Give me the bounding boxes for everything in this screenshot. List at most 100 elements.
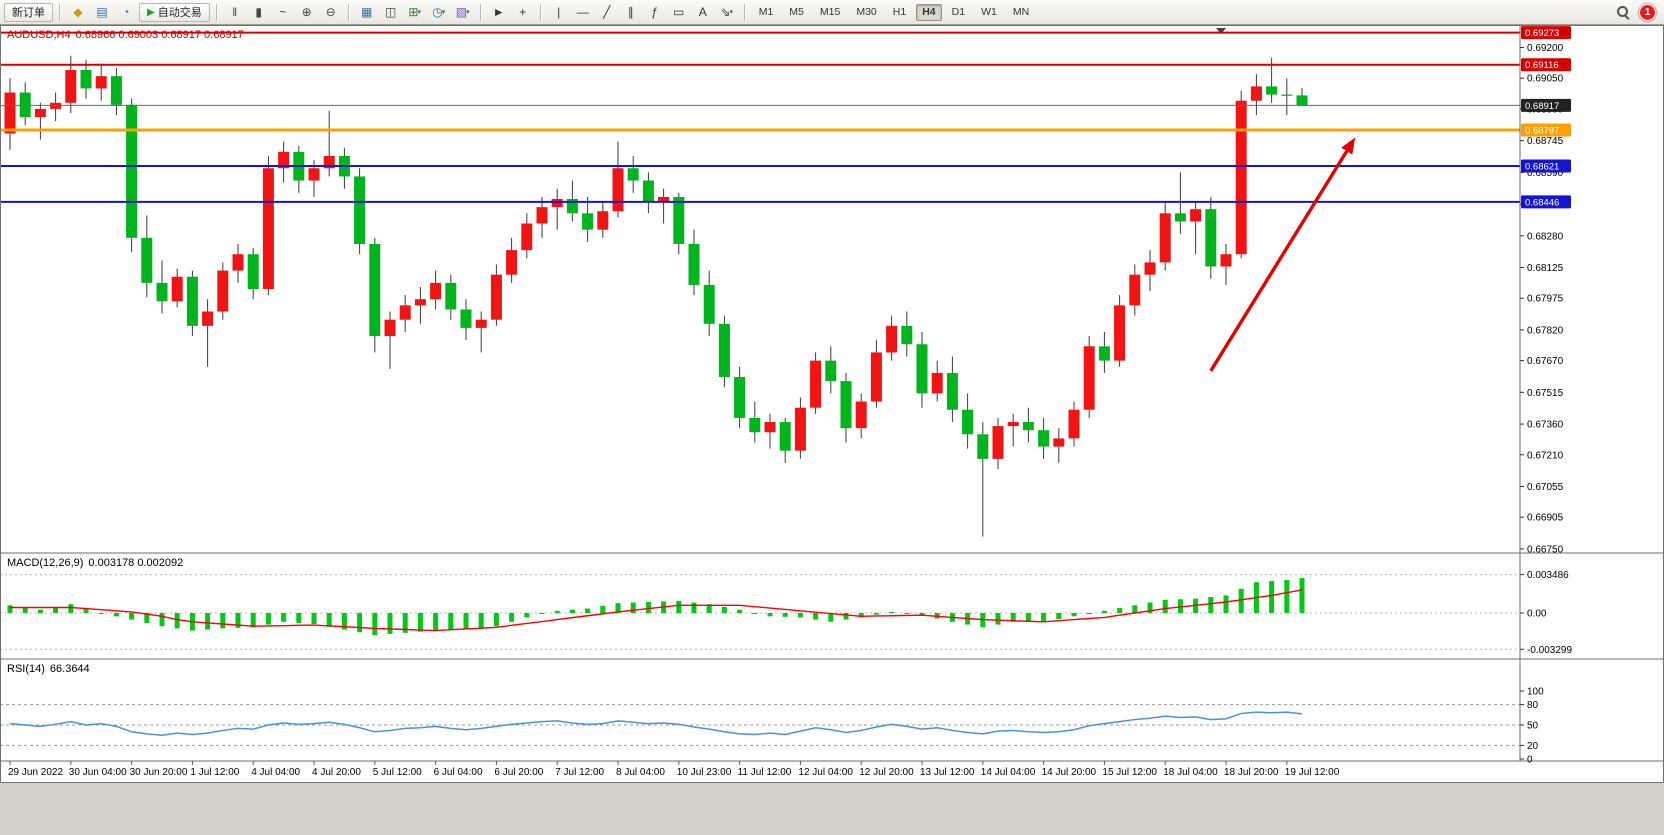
horizontal-lines	[0, 31, 1520, 203]
price-axis[interactable]: 0.692000.690500.689000.687450.685900.684…	[1520, 43, 1564, 555]
svg-text:0.67670: 0.67670	[1527, 356, 1564, 367]
rsi-name: RSI(14)	[7, 663, 45, 675]
svg-text:14 Jul 20:00: 14 Jul 20:00	[1042, 767, 1097, 778]
macd-label: MACD(12,26,9) 0.003178 0.002092	[7, 557, 188, 569]
svg-text:0.68446: 0.68446	[1525, 197, 1559, 208]
timeframe-button-m30[interactable]: M30	[850, 4, 882, 21]
svg-text:0.67515: 0.67515	[1527, 388, 1564, 399]
svg-text:7 Jul 12:00: 7 Jul 12:00	[555, 767, 604, 778]
macd-signal-line	[10, 589, 1303, 632]
svg-text:5 Jul 12:00: 5 Jul 12:00	[373, 767, 422, 778]
new-chart-icon[interactable]: ⊞ ▾	[408, 5, 421, 19]
svg-text:0.68621: 0.68621	[1525, 162, 1559, 173]
timeframe-button-mn[interactable]: MN	[1007, 4, 1035, 21]
period-icon[interactable]: ◷ ▾	[432, 5, 446, 19]
svg-text:0.69200: 0.69200	[1527, 43, 1564, 54]
svg-text:12 Jul 04:00: 12 Jul 04:00	[798, 767, 853, 778]
toolbar-items: 新订单 ◆ ▤ ◔ ▶ 自动交易 ‖ ▮ ~ ⊕ ⊖ ▦ ◫ ⊞ ▾ ◷ ▾ ▧ ▾ ► + | — ╱ ∥ ƒ ▭ A ⇘ ▾ M1 M5 M…	[4, 2, 1036, 23]
shapes-icon[interactable]: ▭	[673, 5, 685, 19]
resistance-line-1-badge	[1521, 26, 1571, 40]
svg-text:0.68125: 0.68125	[1527, 263, 1564, 274]
template-icon[interactable]: ▧ ▾	[455, 5, 470, 19]
svg-text:0.68797: 0.68797	[1525, 125, 1559, 136]
support-line-blue-1-badge	[1521, 159, 1571, 173]
autotrading-icon: ▶	[147, 6, 155, 18]
chart-window: 0.692000.690500.689000.687450.685900.684…	[0, 25, 1664, 783]
svg-text:4 Jul 04:00: 4 Jul 04:00	[251, 767, 300, 778]
horizontal-line-icon[interactable]: —	[576, 5, 589, 19]
svg-text:0.69273: 0.69273	[1525, 28, 1559, 39]
autotrading-button-label: 自动交易	[157, 7, 202, 19]
svg-text:1 Jul 12:00: 1 Jul 12:00	[190, 767, 239, 778]
svg-text:15 Jul 12:00: 15 Jul 12:00	[1102, 767, 1157, 778]
timeframe-button-h1[interactable]: H1	[887, 4, 912, 21]
svg-text:4 Jul 20:00: 4 Jul 20:00	[312, 767, 361, 778]
bar-chart-icon[interactable]: ‖	[232, 5, 238, 19]
market-watch-icon[interactable]: ◆	[73, 5, 83, 19]
svg-text:20: 20	[1527, 741, 1539, 752]
vertical-line-icon[interactable]: |	[557, 5, 561, 19]
trend-arrow[interactable]	[1209, 137, 1356, 372]
crosshair-icon[interactable]: +	[519, 5, 527, 19]
cursor-icon[interactable]: ►	[492, 5, 505, 19]
arrows-icon-caret: ▾	[729, 9, 733, 16]
svg-text:6 Jul 04:00: 6 Jul 04:00	[434, 767, 483, 778]
price-axis-background	[1521, 25, 1664, 761]
toolbar-right: 1	[1615, 3, 1660, 21]
autotrading-button[interactable]: ▶ 自动交易	[139, 2, 210, 22]
rsi-pane	[0, 704, 1520, 746]
rsi-line	[9, 711, 1303, 736]
svg-text:0.69116: 0.69116	[1525, 60, 1559, 71]
new-chart-icon-caret: ▾	[417, 9, 421, 16]
chart-shift-marker[interactable]	[1216, 28, 1226, 34]
svg-text:29 Jun 2022: 29 Jun 2022	[8, 767, 63, 778]
svg-text:0.67055: 0.67055	[1527, 482, 1564, 493]
rsi-label: RSI(14) 66.3644	[7, 663, 95, 675]
chart-canvas: 0.692000.690500.689000.687450.685900.684…	[0, 25, 1664, 783]
fibonacci-icon[interactable]: ƒ	[651, 5, 659, 19]
time-axis[interactable]: 29 Jun 2022 30 Jun 04:00 30 Jun 20:00 1 Jul…	[8, 761, 1340, 778]
timeframe-button-w1[interactable]: W1	[975, 4, 1003, 21]
svg-text:100: 100	[1527, 687, 1544, 698]
svg-text:6 Jul 20:00: 6 Jul 20:00	[494, 767, 543, 778]
timeframe-button-h4[interactable]: H4	[916, 3, 942, 21]
chart-title: AUDUSD,H4 0.68966 0.69003 0.68917 0.68917	[7, 29, 249, 41]
svg-text:18 Jul 20:00: 18 Jul 20:00	[1224, 767, 1279, 778]
chart-background	[0, 25, 1664, 783]
timeframe-button-d1[interactable]: D1	[946, 4, 971, 21]
timeframe-button-m15[interactable]: M15	[814, 4, 846, 21]
zoom-out-icon[interactable]: ⊖	[325, 5, 336, 19]
search-icon[interactable]	[1615, 4, 1631, 20]
svg-text:13 Jul 12:00: 13 Jul 12:00	[920, 767, 975, 778]
notification-badge[interactable]: 1	[1639, 3, 1656, 21]
svg-text:0.68917: 0.68917	[1525, 101, 1559, 112]
svg-text:0: 0	[1527, 755, 1533, 766]
toolbar-separator	[59, 3, 61, 21]
svg-text:50: 50	[1527, 721, 1539, 732]
cascade-windows-icon[interactable]: ◫	[385, 5, 397, 19]
svg-text:12 Jul 20:00: 12 Jul 20:00	[859, 767, 914, 778]
navigator-icon[interactable]: ◔	[122, 5, 130, 19]
toolbar-separator	[479, 3, 482, 21]
zoom-in-icon[interactable]: ⊕	[301, 5, 312, 19]
candlestick-chart-icon[interactable]: ▮	[255, 5, 262, 19]
svg-text:8 Jul 04:00: 8 Jul 04:00	[616, 767, 665, 778]
new-order-button[interactable]: 新订单	[4, 2, 53, 22]
tile-windows-icon[interactable]: ▦	[361, 5, 373, 19]
period-icon-caret: ▾	[441, 9, 446, 16]
text-label-icon[interactable]: A	[698, 5, 707, 19]
toolbar-separator	[347, 3, 350, 21]
svg-text:0.67820: 0.67820	[1527, 325, 1564, 336]
line-chart-icon[interactable]: ~	[279, 5, 287, 19]
current-price-line-badge	[1521, 98, 1571, 112]
data-window-icon[interactable]: ▤	[96, 5, 108, 19]
arrows-icon[interactable]: ⇘ ▾	[720, 5, 733, 19]
timeframe-button-m1[interactable]: M1	[753, 4, 780, 21]
macd-pane	[0, 574, 1520, 650]
timeframe-button-m5[interactable]: M5	[783, 4, 810, 21]
trendline-icon[interactable]: ╱	[603, 5, 611, 19]
search-lens	[1617, 6, 1628, 17]
channel-icon[interactable]: ∥	[627, 5, 634, 19]
ohlc-values: 0.68966 0.69003 0.68917 0.68917	[75, 29, 244, 41]
